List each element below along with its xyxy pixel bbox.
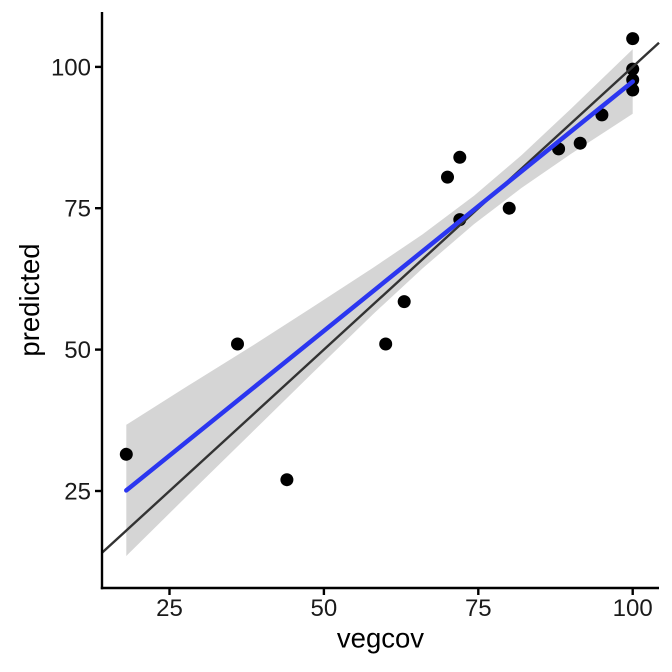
confidence-ribbon xyxy=(126,49,633,557)
data-point xyxy=(626,32,640,46)
regression-line xyxy=(124,79,635,493)
data-point xyxy=(119,447,133,461)
data-point xyxy=(573,136,587,150)
identity-line xyxy=(101,41,660,554)
fit-lines-layer xyxy=(101,41,660,554)
y-tick-label: 100 xyxy=(51,54,91,81)
data-point xyxy=(626,62,640,76)
data-point xyxy=(397,295,411,309)
x-tick-label: 25 xyxy=(156,595,183,622)
y-axis: 25 50 75 100 xyxy=(51,12,104,590)
data-point xyxy=(502,201,516,215)
data-point xyxy=(441,170,454,184)
confidence-ribbon-layer xyxy=(126,49,633,557)
y-tick-label: 75 xyxy=(64,196,91,223)
data-point xyxy=(280,473,294,487)
data-point xyxy=(379,337,393,351)
data-point xyxy=(453,150,467,164)
x-axis: 25 50 75 100 xyxy=(100,586,659,622)
x-tick-label: 50 xyxy=(311,595,338,622)
y-axis-title: predicted xyxy=(14,243,45,356)
y-tick-label: 50 xyxy=(64,337,91,364)
y-tick-label: 25 xyxy=(64,479,91,506)
data-point xyxy=(231,337,244,351)
x-axis-title: vegcov xyxy=(337,623,424,654)
x-tick-label: 100 xyxy=(613,595,653,622)
x-tick-label: 75 xyxy=(465,595,492,622)
